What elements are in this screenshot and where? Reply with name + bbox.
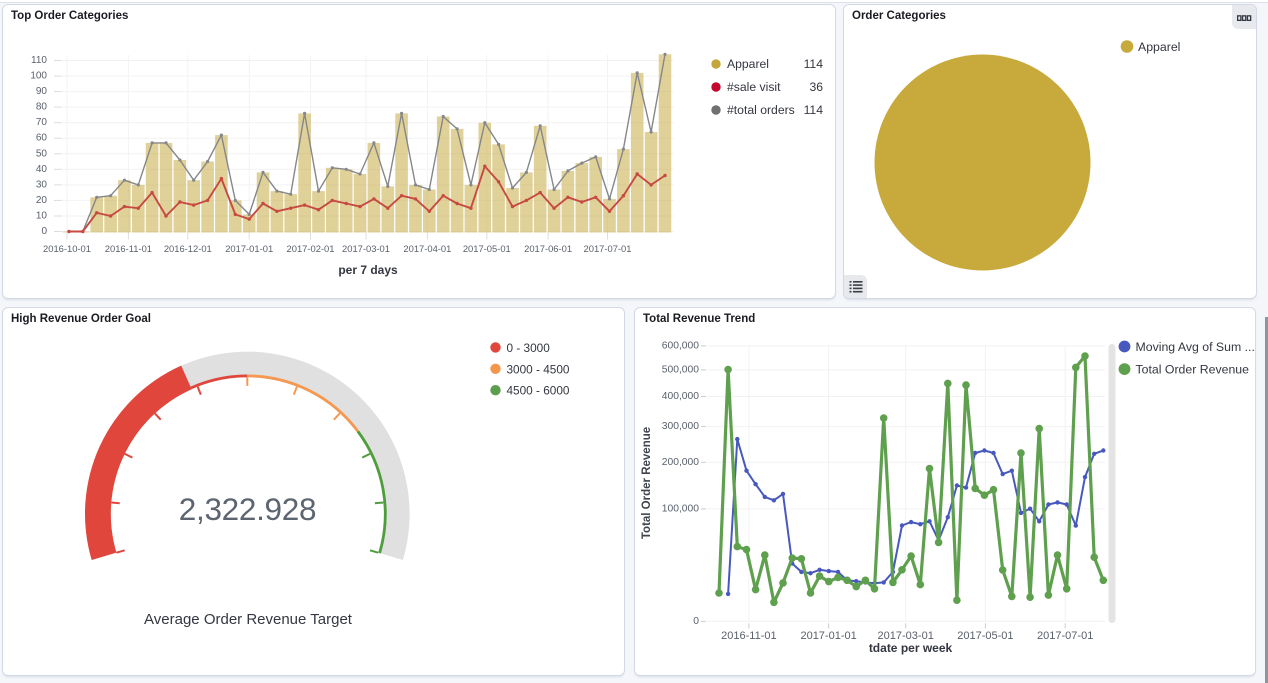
svg-text:2016-11-01: 2016-11-01 (721, 630, 776, 642)
svg-text:100,000: 100,000 (662, 503, 699, 514)
svg-text:300,000: 300,000 (662, 421, 699, 432)
svg-text:40: 40 (36, 164, 48, 175)
svg-text:0: 0 (41, 226, 47, 237)
svg-text:200,000: 200,000 (662, 457, 699, 468)
svg-text:2017-05-01: 2017-05-01 (463, 243, 511, 254)
svg-text:10: 10 (36, 211, 48, 222)
svg-text:400,000: 400,000 (662, 391, 699, 402)
svg-text:2,322.928: 2,322.928 (179, 491, 316, 527)
svg-text:114: 114 (804, 103, 824, 117)
svg-text:Total Order Revenue: Total Order Revenue (641, 427, 653, 539)
svg-text:2017-05-01: 2017-05-01 (957, 630, 1013, 642)
svg-text:600,000: 600,000 (662, 340, 699, 351)
svg-text:114: 114 (804, 57, 824, 71)
svg-text:30: 30 (36, 179, 48, 190)
svg-text:tdate per week: tdate per week (869, 641, 953, 655)
svg-text:90: 90 (36, 86, 48, 97)
svg-text:Apparel: Apparel (727, 57, 769, 71)
svg-text:Apparel: Apparel (1138, 40, 1180, 54)
svg-text:20: 20 (36, 195, 48, 206)
svg-text:0: 0 (693, 616, 699, 627)
svg-text:Average Order Revenue Target: Average Order Revenue Target (144, 611, 353, 628)
svg-text:2017-03-01: 2017-03-01 (342, 243, 390, 254)
svg-text:#sale visit: #sale visit (727, 80, 781, 94)
svg-text:2017-07-01: 2017-07-01 (584, 243, 632, 254)
svg-text:0 - 3000: 0 - 3000 (507, 341, 551, 355)
svg-text:4500 - 6000: 4500 - 6000 (507, 384, 570, 398)
svg-text:500,000: 500,000 (662, 364, 699, 375)
svg-text:2017-06-01: 2017-06-01 (524, 243, 572, 254)
svg-text:Total Order Revenue: Total Order Revenue (1136, 363, 1250, 377)
svg-text:3000 - 4500: 3000 - 4500 (507, 362, 570, 376)
svg-text:#total orders: #total orders (727, 103, 795, 117)
svg-text:2017-01-01: 2017-01-01 (225, 243, 273, 254)
svg-text:110: 110 (31, 55, 47, 66)
svg-text:per 7 days: per 7 days (338, 263, 398, 277)
svg-text:Moving Avg of Sum ...: Moving Avg of Sum ... (1136, 340, 1255, 354)
svg-text:2017-07-01: 2017-07-01 (1037, 630, 1093, 642)
svg-text:2017-02-01: 2017-02-01 (287, 243, 335, 254)
svg-text:2016-10-01: 2016-10-01 (43, 243, 91, 254)
svg-text:70: 70 (36, 117, 48, 128)
svg-text:2016-12-01: 2016-12-01 (164, 243, 212, 254)
svg-text:100: 100 (30, 71, 47, 82)
svg-text:60: 60 (36, 133, 48, 144)
svg-text:80: 80 (36, 102, 48, 113)
svg-text:2017-01-01: 2017-01-01 (800, 630, 856, 642)
svg-text:50: 50 (36, 148, 48, 159)
svg-text:2017-03-01: 2017-03-01 (878, 630, 934, 642)
svg-text:36: 36 (809, 80, 823, 94)
svg-text:2017-04-01: 2017-04-01 (403, 243, 451, 254)
svg-text:2016-11-01: 2016-11-01 (105, 243, 152, 254)
